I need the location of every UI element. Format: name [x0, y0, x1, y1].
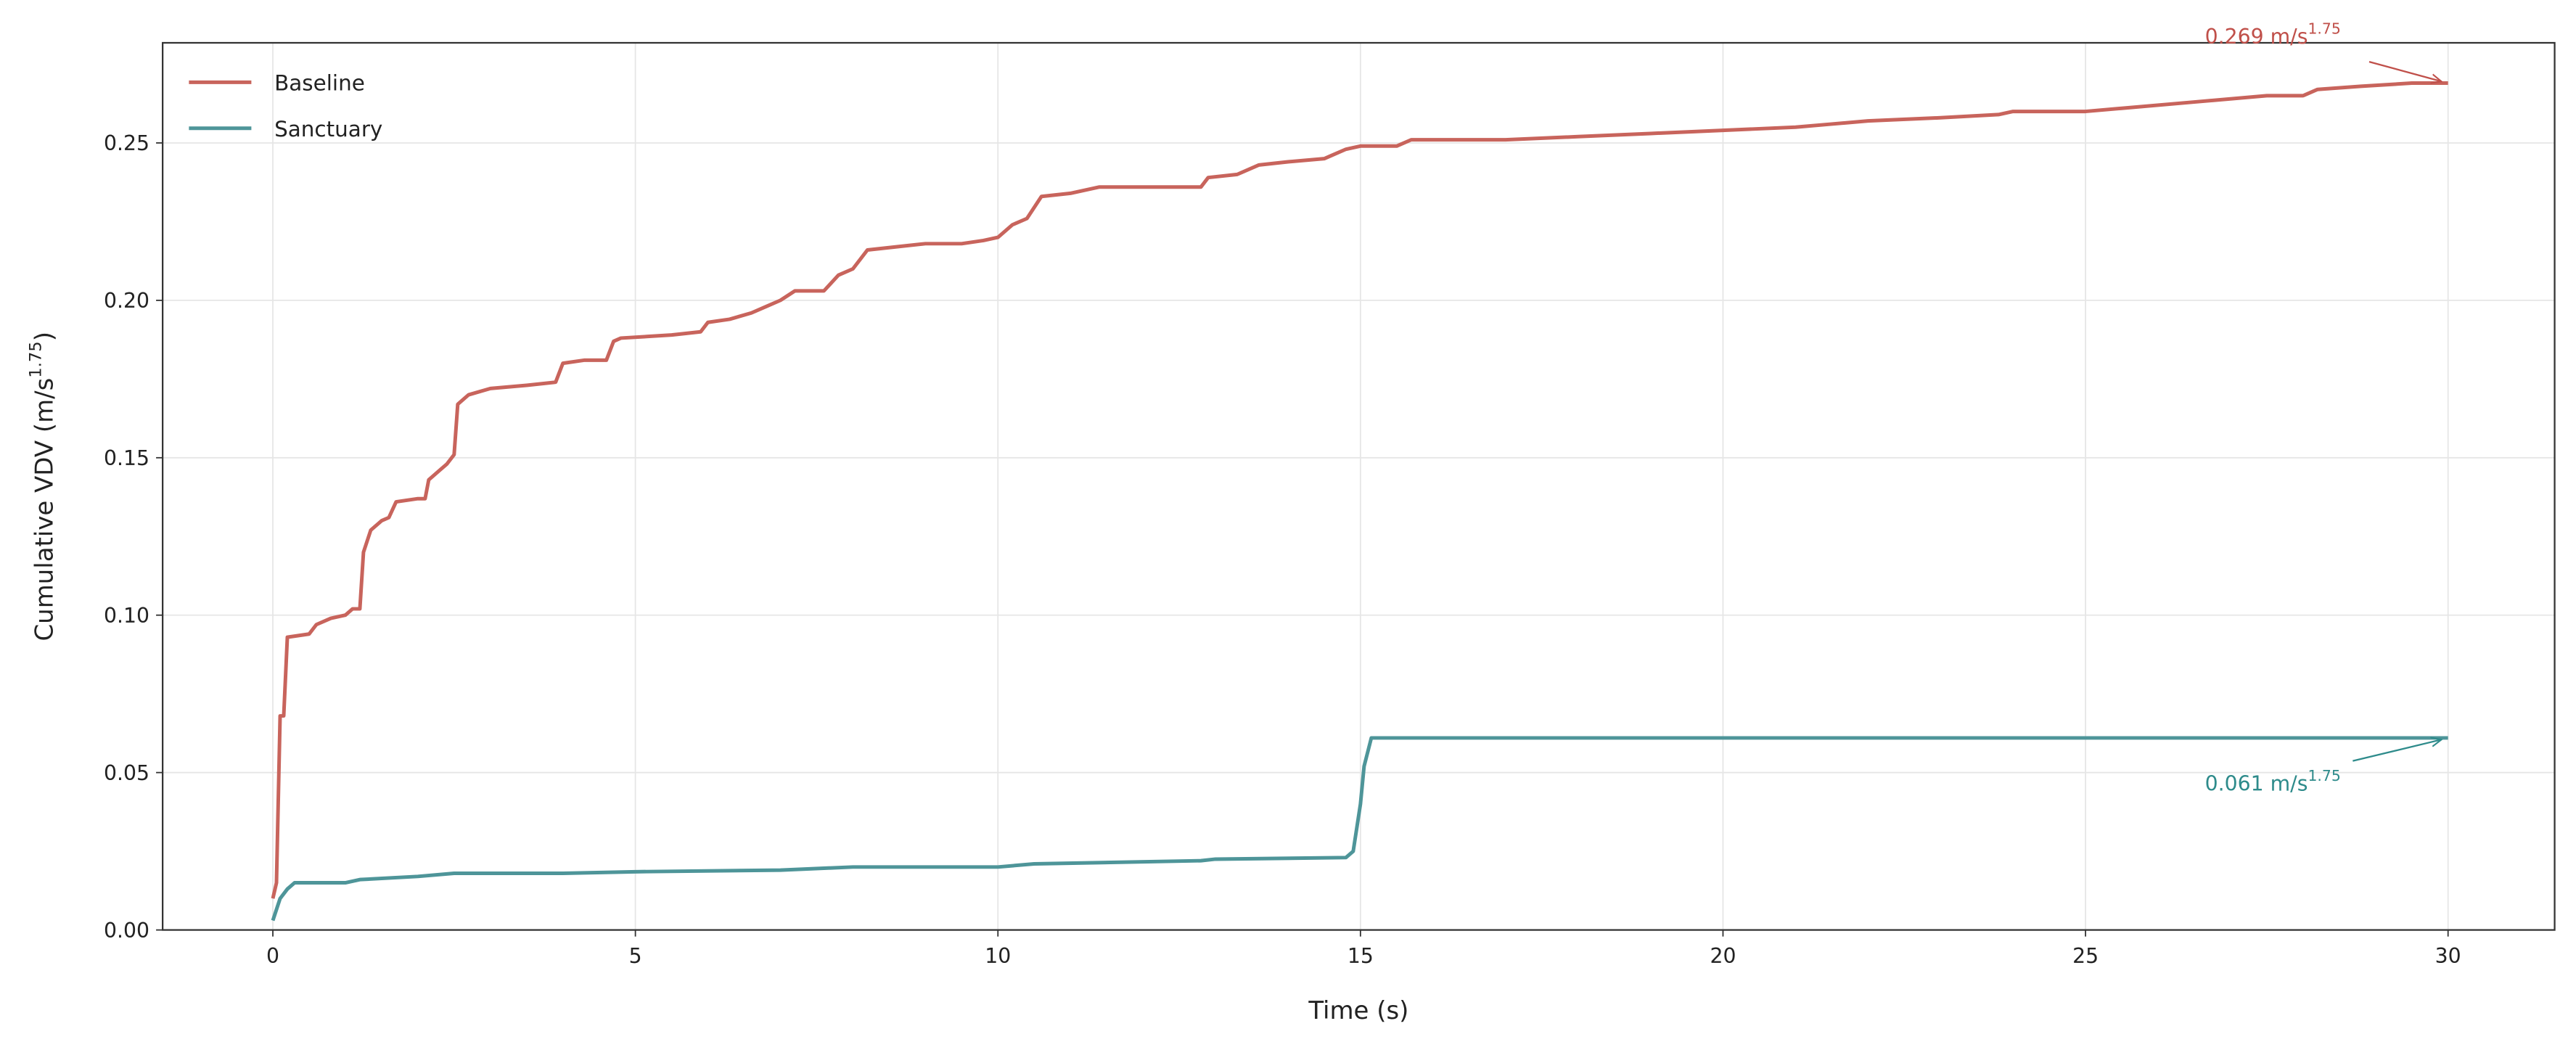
annotation-text: 0.269 m/s [2205, 25, 2308, 49]
legend-label: Sanctuary [274, 117, 382, 141]
x-tick-label: 25 [2072, 944, 2099, 968]
y-tick-label: 0.20 [104, 289, 149, 313]
series-line [271, 81, 2448, 899]
y-tick-label: 0.00 [104, 919, 149, 943]
x-tick-label: 15 [1348, 944, 1374, 968]
annotation-sup: 1.75 [2308, 767, 2340, 784]
y-tick-label: 0.25 [104, 131, 149, 155]
legend-label: Baseline [274, 71, 365, 96]
annotation-arrow [2368, 61, 2442, 81]
annotation: 0.269 m/s1.75 [2205, 20, 2341, 49]
annotation: 0.061 m/s1.75 [2205, 767, 2341, 796]
annotation-arrow [2353, 739, 2441, 762]
y-axis-label-text: Cumulative VDV (m/s [30, 378, 59, 641]
x-axis-label: Time (s) [1308, 996, 1408, 1025]
y-tick-label: 0.15 [104, 446, 149, 470]
plot-frame [162, 41, 2556, 931]
x-tick-label: 30 [2435, 944, 2461, 968]
x-tick-label: 0 [266, 944, 279, 968]
y-axis-label-sup: 1.75 [27, 341, 46, 377]
annotation-sup: 1.75 [2308, 20, 2340, 38]
annotation-text: 0.061 m/s [2205, 771, 2308, 795]
series-line [271, 736, 2448, 922]
y-tick-label: 0.05 [104, 761, 149, 785]
x-tick-label: 20 [1710, 944, 1736, 968]
y-axis-label-suffix: ) [30, 332, 59, 341]
y-axis-label: Cumulative VDV (m/s1.75) [27, 332, 60, 641]
x-tick-label: 5 [629, 944, 642, 968]
x-tick-label: 10 [985, 944, 1011, 968]
y-tick-label: 0.10 [104, 604, 149, 628]
